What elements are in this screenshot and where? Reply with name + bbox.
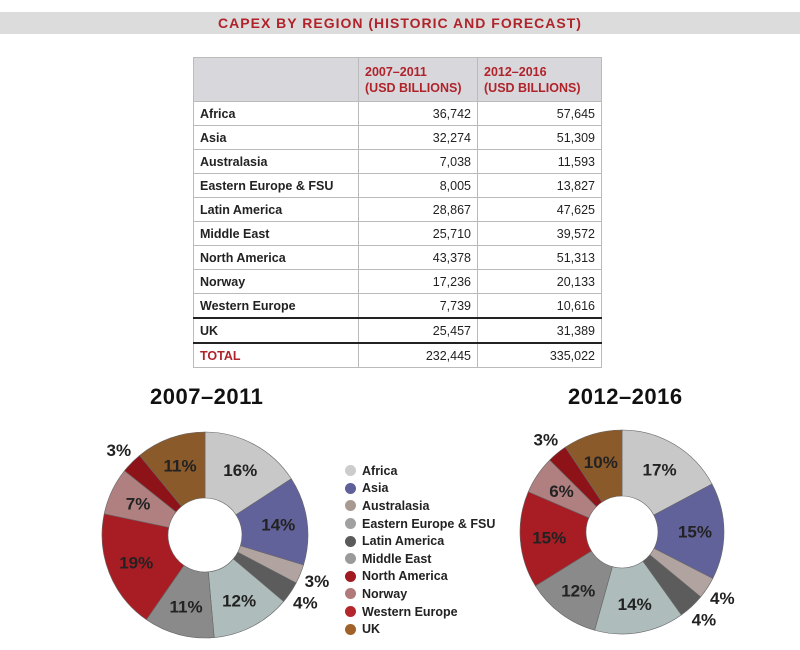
slice-label: 14% [261,516,295,535]
table-row: UK 25,457 31,389 [193,317,602,344]
slice-label: 4% [692,611,717,630]
header-2012-2016: 2012–2016 (USD BILLIONS) [477,57,602,102]
table-row: Eastern Europe & FSU 8,005 13,827 [193,173,602,198]
slice-label: 12% [561,581,595,600]
value-cell: 43,378 [358,245,478,270]
region-cell: Middle East [193,221,359,246]
legend-label: North America [362,569,448,584]
slice-label: 17% [643,460,677,479]
slice-label: 4% [710,589,735,608]
legend-label: Asia [362,481,389,496]
table-row: Asia 32,274 51,309 [193,125,602,150]
legend-swatch [345,482,356,494]
slice-uk [564,429,623,503]
chart-title: CAPEX BY REGION (HISTORIC AND FORECAST) [0,12,800,34]
slice-label: 3% [533,430,558,449]
legend: Africa Asia Australasia Eastern Europe & FS… [345,462,495,638]
legend-label: UK [362,622,381,637]
slice-label: 11% [163,456,196,475]
value-cell: 47,625 [477,197,602,222]
header-2007-2011: 2007–2011 (USD BILLIONS) [358,57,478,102]
legend-item: Latin America [345,532,495,550]
slice-label: 14% [618,595,652,614]
legend-label: Australasia [362,498,430,513]
legend-swatch [345,606,356,618]
table-row: Norway 17,236 20,133 [193,269,602,294]
region-cell: Eastern Europe & FSU [193,173,359,198]
table-row: Latin America 28,867 47,625 [193,197,602,222]
value-cell: 17,236 [358,269,478,294]
slice-label: 16% [223,461,257,480]
legend-swatch [345,500,356,512]
region-cell: Latin America [193,197,359,222]
legend-item: Western Europe [345,603,495,621]
legend-item: UK [345,620,495,638]
legend-item: Asia [345,480,495,498]
value-cell: 20,133 [477,269,602,294]
slice-africa [621,429,713,516]
legend-swatch [345,518,356,530]
legend-swatch [345,570,356,582]
legend-label: Eastern Europe & FSU [362,516,496,531]
value-cell: 25,710 [358,221,478,246]
table-row: Middle East 25,710 39,572 [193,221,602,246]
legend-swatch [345,623,356,635]
legend-swatch [345,553,356,565]
slice-label: 3% [107,441,132,460]
value-cell: 25,457 [358,317,478,344]
legend-swatch [345,465,356,477]
slice-uk [139,431,206,507]
legend-swatch [345,588,356,600]
value-cell: 8,005 [358,173,478,198]
value-cell: 232,445 [358,342,478,368]
value-cell: 32,274 [358,125,478,150]
legend-item: Eastern Europe & FSU [345,515,495,533]
pie-title-2012-2016: 2012–2016 [568,384,683,409]
table-row: Australasia 7,038 11,593 [193,149,602,174]
legend-label: Latin America [362,534,445,549]
region-cell: Africa [193,101,359,126]
slice-label: 12% [222,592,256,611]
slice-label: 6% [549,482,574,501]
legend-item: Norway [345,585,495,603]
pie-title-2007-2011: 2007–2011 [150,384,264,409]
legend-label: Western Europe [362,604,458,619]
legend-item: North America [345,568,495,586]
slice-label: 11% [170,598,203,617]
slice-label: 7% [126,494,151,513]
slice-label: 10% [584,453,618,472]
header-blank [193,57,359,102]
region-cell: TOTAL [193,342,359,368]
value-cell: 11,593 [477,149,602,174]
value-cell: 13,827 [477,173,602,198]
region-cell: Australasia [193,149,359,174]
value-cell: 335,022 [477,342,602,368]
value-cell: 7,739 [358,293,478,319]
slice-africa [204,431,292,516]
value-cell: 51,309 [477,125,602,150]
slice-north-america [101,513,185,621]
slice-label: 19% [119,553,153,572]
legend-label: Norway [362,586,408,601]
total-row: TOTAL 232,445 335,022 [193,342,602,368]
legend-label: Middle East [362,551,432,566]
table-row: Western Europe 7,739 10,616 [193,293,602,319]
value-cell: 10,616 [477,293,602,319]
legend-item: Australasia [345,497,495,515]
legend-item: Africa [345,462,495,480]
slice-label: 4% [293,594,318,613]
region-cell: Norway [193,269,359,294]
slice-label: 3% [305,572,330,591]
legend-swatch [345,535,356,547]
region-cell: UK [193,317,359,344]
capex-table: 2007–2011 (USD BILLIONS) 2012–2016 (USD BI… [193,57,602,368]
slice-label: 15% [532,529,566,548]
legend-item: Middle East [345,550,495,568]
legend-label: Africa [362,463,398,478]
region-cell: Western Europe [193,293,359,319]
slice-north-america [519,491,592,587]
slice-label: 15% [678,522,712,541]
slice-asia [653,483,725,579]
